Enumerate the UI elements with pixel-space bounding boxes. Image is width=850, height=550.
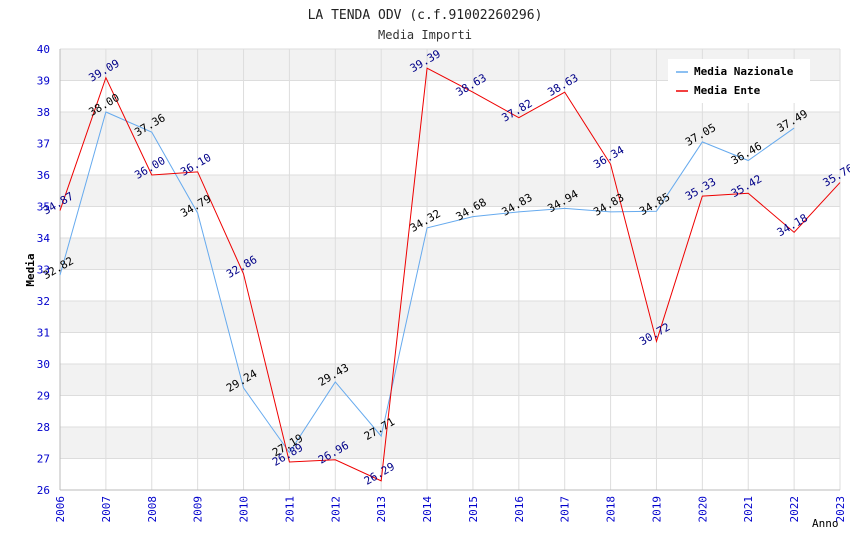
y-tick-label: 38 — [37, 106, 50, 119]
x-tick-label: 2019 — [650, 496, 663, 523]
x-tick-label: 2006 — [54, 496, 67, 523]
grid-band — [60, 364, 840, 396]
legend-box — [668, 59, 810, 103]
axes — [59, 49, 840, 491]
x-tick-label: 2020 — [696, 496, 709, 523]
y-tick-labels: 26 27 28 29 30 31 32 33 34 35 36 37 38 39 40 — [37, 43, 51, 497]
chart-subtitle: Media Importi — [378, 28, 472, 42]
y-tick-label: 37 — [37, 138, 50, 151]
legend-label-ente: Media Ente — [694, 84, 761, 97]
x-tick-label: 2023 — [834, 496, 847, 523]
y-tick-label: 35 — [37, 201, 50, 214]
y-tick-label: 39 — [37, 75, 50, 88]
y-tick-label: 40 — [37, 43, 50, 56]
x-tick-label: 2009 — [192, 496, 205, 523]
y-axis-label: Media — [24, 253, 37, 286]
grid-band — [60, 427, 840, 459]
x-tick-label: 2007 — [100, 496, 113, 523]
x-tick-label: 2018 — [605, 496, 618, 523]
series-line-media-nazionale — [59, 111, 795, 454]
data-label-nazionale: 34.32 — [408, 207, 443, 235]
x-tick-label: 2010 — [238, 496, 251, 523]
x-tick-label: 2016 — [513, 496, 526, 523]
x-axis-label: Anno — [812, 517, 839, 530]
x-tick-label: 2017 — [559, 496, 572, 523]
grid-band — [60, 112, 840, 144]
data-label-ente: 36.34 — [591, 143, 627, 171]
series-line-media-ente — [59, 67, 841, 482]
x-tick-label: 2013 — [375, 496, 388, 523]
grid-band — [60, 301, 840, 333]
data-label-ente: 26.29 — [362, 460, 397, 488]
x-tick-label: 2012 — [329, 496, 342, 523]
y-tick-label: 30 — [37, 358, 50, 371]
grid-bands — [60, 49, 840, 459]
x-tick-label: 2011 — [283, 496, 296, 523]
data-label-ente: 34.18 — [775, 211, 810, 239]
y-tick-label: 34 — [37, 232, 51, 245]
y-tick-label: 33 — [37, 264, 50, 277]
grid-lines — [59, 48, 841, 491]
data-label-nazionale: 32.82 — [41, 254, 76, 282]
chart-title: LA TENDA ODV (c.f.91002260296) — [308, 8, 543, 23]
x-tick-label: 2014 — [421, 496, 434, 523]
legend: Media Nazionale Media Ente — [668, 59, 810, 103]
x-tick-label: 2008 — [146, 496, 159, 523]
y-tick-label: 36 — [37, 169, 50, 182]
series-lines — [59, 67, 841, 482]
y-tick-label: 31 — [37, 327, 50, 340]
y-tick-label: 27 — [37, 453, 50, 466]
x-tick-label: 2021 — [742, 496, 755, 523]
grid-band — [60, 238, 840, 270]
data-label-ente: 34.87 — [41, 190, 76, 218]
grid-band — [60, 175, 840, 207]
y-tick-label: 28 — [37, 421, 50, 434]
y-tick-label: 29 — [37, 390, 50, 403]
x-tick-label: 2015 — [467, 496, 480, 523]
x-tick-labels: 2006 2007 2008 2009 2010 2011 2012 2013 2014 2015… — [54, 496, 847, 523]
x-tick-label: 2022 — [788, 496, 801, 523]
y-tick-label: 32 — [37, 295, 50, 308]
y-tick-label: 26 — [37, 484, 50, 497]
legend-label-nazionale: Media Nazionale — [694, 65, 794, 78]
